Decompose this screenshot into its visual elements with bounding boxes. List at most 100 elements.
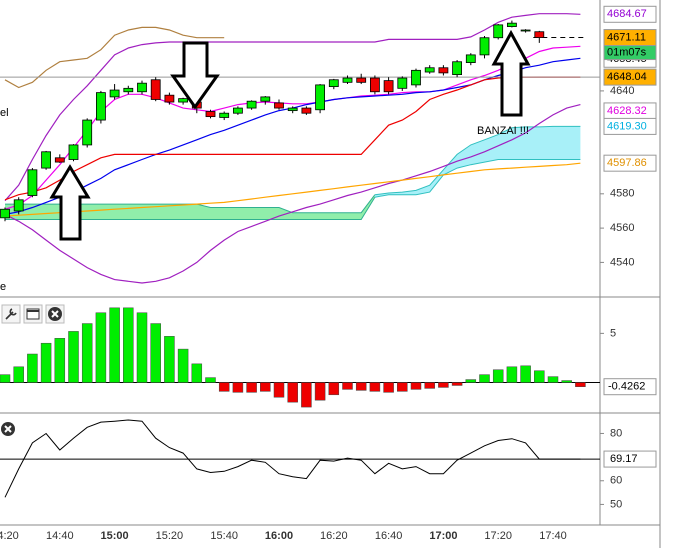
candle-body [205,111,216,118]
indicator-line [4,13,581,202]
value-tag-box [603,450,657,468]
histogram-bar [40,342,52,383]
x-tick-label: 14:20 [0,530,19,542]
value-tag-label: 69.17 [610,453,638,465]
candle-body [260,96,271,102]
histogram-bar [479,374,490,383]
candle-body [452,61,463,76]
histogram-bar [397,382,408,392]
y-tick-label: 50 [610,498,622,510]
value-tag-label: -0.4262 [608,381,645,393]
banzai-annotation: BANZAI !!! [477,125,529,137]
indicator-line [4,162,581,217]
histogram-bar [205,377,216,383]
histogram-bar [465,379,477,383]
candle-body [246,100,257,109]
candle-body [137,82,147,93]
histogram-bar [301,382,312,408]
histogram-bar [424,382,435,389]
candle-body [232,107,243,114]
candle-body [164,94,175,103]
arrows [49,29,531,241]
countdown-label: 01m07s [607,46,647,58]
candle-body [301,107,312,114]
cloud-edge [374,159,581,198]
candle-body [82,119,93,146]
candle-body [41,151,51,169]
candle-body [438,67,449,74]
close-icon [4,425,12,433]
oscillator-line [4,419,581,498]
candle-body [493,24,504,39]
tags: 4684.674671.114658.454648.044628.324619.… [0,5,657,468]
histogram-bar [520,365,531,383]
histogram-bar [0,374,11,383]
arrow-down [170,41,220,110]
histogram-bar [328,382,340,396]
histogram-bar [109,307,120,383]
histogram-bar [232,382,244,393]
cloud-edge [374,125,581,196]
candle-body [479,37,490,56]
candle-body [424,67,435,73]
candle-body [150,79,161,100]
candle-body [315,84,326,111]
candle-body [342,77,353,83]
close-icon [51,310,59,318]
histogram-bar [177,348,189,383]
histogram-bar [164,336,175,383]
candle-body [178,98,189,103]
candle-body [68,144,79,160]
candle-body [54,157,65,163]
histogram-bar [81,323,93,383]
x-tick-label: 16:20 [320,530,348,542]
histogram-bar [287,382,298,403]
price-tag-box [603,68,657,86]
histogram-bar [218,382,230,392]
histogram-bar [355,382,367,391]
candle-body [109,89,120,98]
histogram-bar [246,382,257,393]
candle-body [96,92,106,121]
frame [0,0,661,548]
price-tag-label: 4671.11 [607,31,646,43]
candle-body [219,112,230,118]
price-tag-label: 4648.04 [607,71,647,83]
histogram-bar [410,382,422,390]
labels: 4540 4560 4580 4640 5 50 60 80 14:20 14:40 15:00 15… [0,85,634,542]
price-tag-label: 4684.67 [607,8,647,20]
y-tick-label: 5 [610,327,616,339]
window-icon [26,308,40,320]
price-tag-box [603,117,657,135]
panel-toolbar [1,304,65,436]
histogram-bar [506,366,518,383]
arrow-up [491,29,531,117]
histogram-bar [191,363,203,383]
candle-body [287,107,298,112]
price-tag-box [603,5,657,23]
marks [0,20,586,408]
histogram-bar [547,376,559,383]
candle-body [465,54,476,64]
histogram-bar [54,338,66,383]
candle-body [13,199,24,212]
histogram-bar [342,382,353,390]
candle-body [506,22,517,27]
candle-body [274,102,284,109]
y-tick-label: 4580 [610,188,634,200]
y-tick-label: 4540 [610,256,634,268]
x-tick-label: 15:00 [101,530,129,542]
histogram-bar [68,331,79,383]
candle-body [123,87,134,93]
cloud-area [5,194,375,220]
histogram-bar [534,370,545,383]
x-tick-label: 17:20 [484,530,512,542]
indicator-line [4,76,581,201]
cut-text: e [0,281,6,293]
x-tick-label: 16:40 [375,530,403,542]
y-tick-label: 4560 [610,222,634,234]
indicator-line [4,26,225,89]
cut-text: el [0,107,9,119]
